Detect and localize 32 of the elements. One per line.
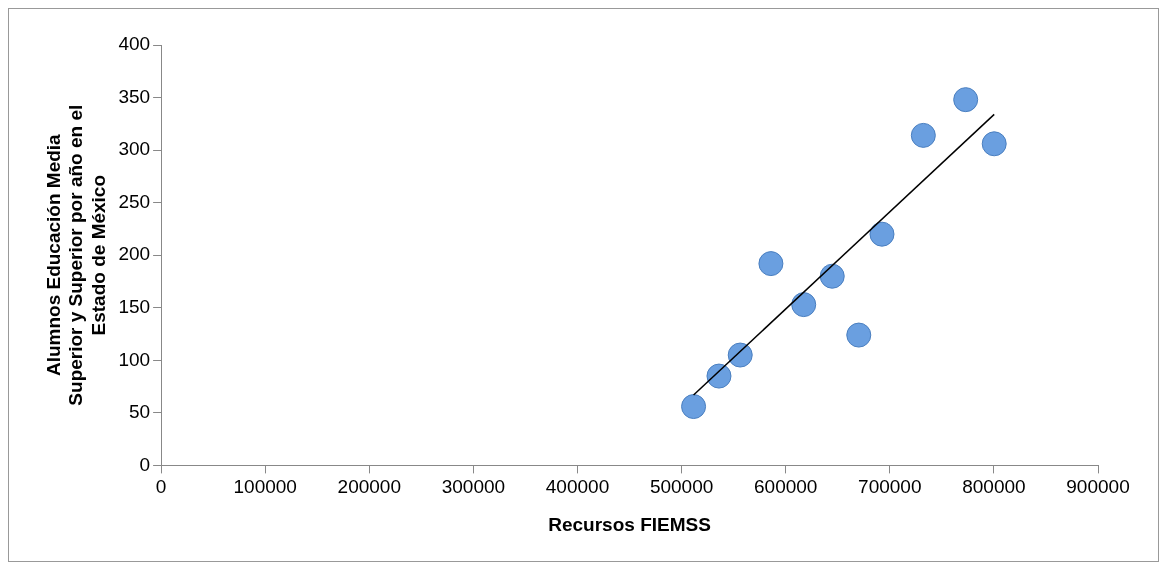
point [910, 122, 936, 148]
y-tick-label: 400 [118, 33, 151, 55]
y-tick-label: 350 [118, 85, 151, 107]
x-tick-label: 700000 [858, 476, 922, 498]
x-tick-label: 800000 [962, 476, 1026, 498]
point [791, 292, 817, 318]
point [706, 363, 732, 389]
point [953, 87, 979, 113]
x-tick-label: 600000 [754, 476, 818, 498]
y-tick-label: 100 [118, 348, 151, 370]
x-tick-label: 900000 [1066, 476, 1130, 498]
x-tick-label: 400000 [545, 476, 610, 498]
x-tick-label: 500000 [649, 476, 714, 498]
y-tick-label: 0 [139, 453, 151, 475]
x-tick-label: 0 [155, 476, 167, 498]
point [869, 221, 895, 247]
point [727, 342, 753, 368]
y-tick-label: 250 [118, 190, 151, 212]
x-tick-label: 300000 [441, 476, 506, 498]
y-axis-title: Alumnos Educación Media Superior y Superior por año en el Estado de México [42, 104, 110, 406]
y-tick-label: 200 [118, 243, 151, 265]
x-tick-label: 200000 [337, 476, 401, 498]
point [981, 131, 1007, 157]
x-axis-title: Recursos FIEMSS [548, 513, 711, 535]
point [758, 251, 784, 277]
point [819, 263, 845, 289]
y-tick-label: 300 [118, 138, 151, 160]
y-tick-label: 150 [118, 295, 151, 317]
y-tick-label: 50 [128, 401, 151, 423]
point [846, 322, 872, 348]
point [681, 394, 707, 420]
x-tick-label: 100000 [233, 476, 297, 498]
